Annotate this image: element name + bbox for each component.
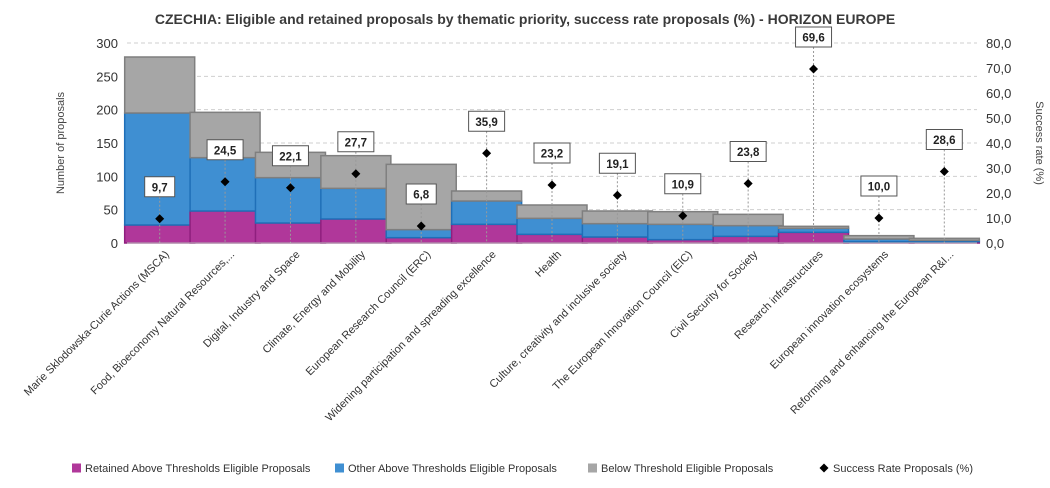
rate-marker — [809, 64, 819, 74]
rate-data-label: 10,9 — [672, 179, 694, 191]
x-tick-label: The European Innovation Council (EIC) — [551, 249, 695, 393]
y2-tick-label: 80,0 — [986, 36, 1011, 51]
rate-data-label: 69,6 — [802, 33, 824, 45]
bar-below — [123, 56, 196, 114]
rate-data-label: 19,1 — [606, 159, 629, 171]
y2-tick-label: 40,0 — [986, 136, 1011, 151]
y2-tick-label: 20,0 — [986, 186, 1011, 201]
y-tick-label: 0 — [111, 236, 118, 251]
y2-tick-label: 10,0 — [986, 211, 1011, 226]
rate-data-label: 24,5 — [214, 145, 237, 157]
y2-tick-label: 0,0 — [986, 236, 1004, 251]
rate-label-box — [729, 141, 767, 162]
x-tick-label: Food, Bioeconomy Natural Resources,... — [89, 249, 238, 398]
y2-tick-label: 60,0 — [986, 86, 1011, 101]
chart-title: CZECHIA: Eligible and retained proposals… — [155, 11, 895, 27]
y-tick-label: 100 — [96, 169, 118, 184]
rate-label-box — [271, 145, 309, 167]
y-tick-label: 300 — [96, 36, 118, 51]
rate-marker — [547, 180, 557, 190]
y2-tick-label: 50,0 — [986, 111, 1011, 126]
legend: Retained Above Thresholds Eligible Propo… — [72, 463, 973, 475]
rate-label-box — [598, 152, 636, 174]
rate-label-box — [925, 129, 963, 150]
rate-data-label: 22,1 — [279, 151, 302, 163]
rate-data-label: 35,9 — [475, 117, 497, 129]
x-tick-label: Culture, creativity and inclusive societ… — [487, 248, 629, 390]
rate-label-box — [533, 142, 571, 164]
rate-label-box — [337, 131, 375, 153]
y-tick-label: 200 — [96, 103, 118, 118]
legend-swatch — [588, 463, 597, 473]
x-tick-label: Health — [533, 249, 564, 280]
rate-label-box — [206, 139, 244, 161]
rate-label-box — [860, 175, 898, 197]
rate-marker — [220, 177, 230, 187]
category-labels: Marie Sklodowska-Curie Actions (MSCA)Foo… — [22, 248, 956, 424]
axes: 0 50 100 150 200 250 300 0,0 10,0 20,0 30,0 40,0 50,… — [96, 36, 1011, 251]
x-tick-label: European innovation ecosystems — [768, 248, 891, 371]
legend-label: Success Rate Proposals (%) — [833, 463, 973, 475]
rate-marker — [351, 169, 361, 179]
y-tick-label: 50 — [104, 203, 118, 218]
legend-label: Other Above Thresholds Eligible Proposal… — [348, 463, 557, 475]
x-tick-label: European Research Council (ERC) — [304, 249, 434, 379]
rate-marker — [612, 190, 622, 200]
rate-label-box — [405, 183, 437, 205]
y-tick-label: 250 — [96, 69, 118, 84]
legend-label: Retained Above Thresholds Eligible Propo… — [85, 463, 311, 475]
rate-data-label: 10,0 — [868, 182, 890, 194]
rate-marker — [416, 221, 426, 231]
rate-data-label: 9,7 — [152, 182, 168, 194]
x-tick-label: Climate, Energy and Mobility — [260, 248, 368, 356]
bar-retained — [320, 218, 392, 244]
success-rate-markers: 9,7 24,5 22,1 27,7 6,8 35,9 23,2 19,1 10,9 23,8 69… — [144, 26, 963, 243]
rate-label-box — [795, 26, 833, 48]
rate-data-label: 6,8 — [413, 190, 430, 202]
rate-marker — [285, 183, 295, 193]
y-tick-label: 150 — [96, 136, 118, 151]
y2-tick-label: 70,0 — [986, 61, 1011, 76]
rate-data-label: 28,6 — [933, 135, 955, 147]
rate-data-label: 23,8 — [737, 147, 760, 159]
rate-marker — [743, 179, 753, 188]
y2-axis-label: Success rate (%) — [1033, 101, 1045, 185]
legend-swatch — [335, 463, 344, 473]
y2-tick-label: 30,0 — [986, 161, 1011, 176]
rate-marker — [155, 214, 165, 224]
rate-marker — [874, 213, 884, 223]
rate-data-label: 27,7 — [345, 137, 367, 149]
rate-label-box — [468, 110, 506, 132]
rate-label-box — [144, 176, 176, 198]
legend-label: Below Threshold Eligible Proposals — [601, 463, 774, 475]
legend-swatch-rate — [819, 463, 829, 473]
x-tick-label: Marie Sklodowska-Curie Actions (MSCA) — [22, 249, 172, 399]
legend-swatch — [72, 463, 81, 473]
rate-marker — [482, 148, 492, 158]
bar-below — [712, 213, 784, 227]
rate-data-label: 23,2 — [541, 149, 563, 161]
rate-marker — [678, 211, 688, 221]
rate-label-box — [664, 173, 702, 195]
bar-retained — [777, 231, 850, 244]
rate-marker — [939, 167, 949, 176]
y-axis-label: Number of proposals — [55, 91, 67, 194]
bar-other — [123, 112, 196, 226]
bars — [123, 56, 981, 244]
